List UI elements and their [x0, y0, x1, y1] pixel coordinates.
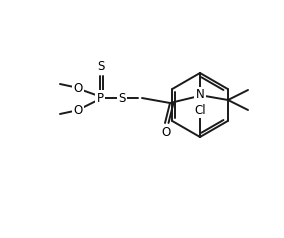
Text: O: O	[161, 125, 171, 139]
Text: S: S	[97, 60, 105, 74]
Text: O: O	[73, 104, 83, 116]
Text: Cl: Cl	[194, 104, 206, 116]
Text: P: P	[97, 91, 103, 104]
Text: O: O	[73, 81, 83, 94]
Text: N: N	[196, 89, 204, 101]
Text: S: S	[118, 91, 126, 104]
